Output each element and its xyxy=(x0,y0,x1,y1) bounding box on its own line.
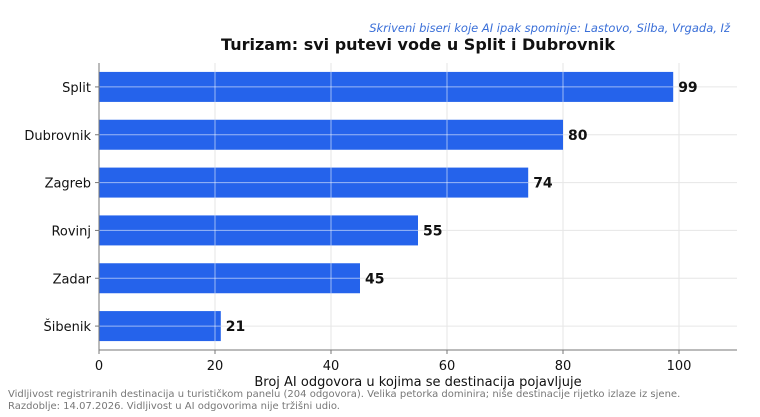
chart-subtitle: Skriveni biseri koje AI ipak spominje: L… xyxy=(369,21,730,35)
axis-layer: Split Dubrovnik Zagreb Rovinj Zadar Šibenik 0 2… xyxy=(24,63,737,374)
y-tick-label: Split xyxy=(62,81,91,96)
bar-value-label: 74 xyxy=(533,176,553,192)
y-tick-label: Zagreb xyxy=(45,177,91,192)
y-tick-label: Rovinj xyxy=(51,224,91,239)
x-axis-label: Broj AI odgovora u kojima se destinacija… xyxy=(254,375,582,390)
x-tick-label: 40 xyxy=(323,359,340,374)
footnote-1: Vidljivost registriranih destinacija u t… xyxy=(8,389,681,400)
bar-value-label: 99 xyxy=(678,80,697,96)
x-tick-label: 100 xyxy=(667,359,692,374)
x-tick-label: 0 xyxy=(95,359,103,374)
bar-value-label: 80 xyxy=(568,128,588,144)
y-tick-label: Šibenik xyxy=(44,319,92,335)
bar-layer: 99 80 74 55 45 21 xyxy=(99,71,698,342)
bar-value-label: 45 xyxy=(365,271,384,287)
grid-layer xyxy=(98,63,737,350)
bar-value-label: 21 xyxy=(226,319,245,335)
bar-value-label: 55 xyxy=(423,223,442,239)
x-tick-label: 80 xyxy=(555,359,572,374)
y-tick-label: Zadar xyxy=(53,272,92,287)
footnote-2: Razdoblje: 14.07.2026. Vidljivost u AI o… xyxy=(8,401,340,412)
chart-title: Turizam: svi putevi vode u Split i Dubro… xyxy=(221,35,615,54)
x-tick-label: 60 xyxy=(439,359,456,374)
y-tick-label: Dubrovnik xyxy=(24,129,91,144)
x-tick-label: 20 xyxy=(207,359,224,374)
